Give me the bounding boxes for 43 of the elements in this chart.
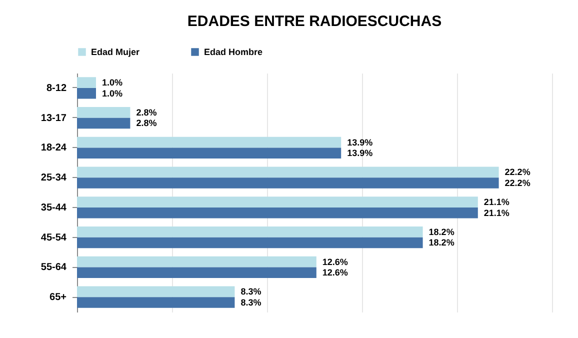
legend-label: Edad Hombre	[204, 47, 263, 57]
data-label: 12.6%	[322, 256, 348, 267]
data-label: 22.2%	[504, 167, 530, 178]
data-label: 2.8%	[136, 118, 157, 128]
bar	[77, 107, 130, 118]
data-label: 13.9%	[347, 137, 373, 148]
bar	[77, 178, 499, 188]
bar	[77, 286, 235, 298]
bar	[77, 166, 499, 178]
data-label: 12.6%	[322, 268, 348, 278]
y-tick-label: 55-64	[40, 262, 67, 274]
bar	[77, 226, 423, 238]
data-label: 13.9%	[347, 148, 373, 158]
bar	[77, 256, 316, 268]
y-tick-label: 18-24	[40, 142, 67, 154]
bar	[77, 136, 342, 148]
data-label: 8.3%	[240, 297, 262, 308]
bar	[77, 237, 423, 248]
chart-title: EDADES ENTRE RADIOESCUCHAS	[187, 13, 442, 30]
bar	[77, 148, 342, 158]
bar	[77, 297, 235, 308]
data-label: 18.2%	[428, 226, 454, 237]
data-label: 21.1%	[484, 197, 510, 208]
data-label: 8.3%	[240, 286, 262, 297]
data-label: 22.2%	[504, 178, 530, 188]
y-tick-label: 13-17	[40, 112, 67, 124]
bar	[77, 207, 478, 218]
y-tick-label: 8-12	[46, 82, 67, 94]
bar	[77, 118, 130, 129]
data-label: 1.0%	[102, 88, 123, 98]
data-label: 18.2%	[428, 238, 454, 248]
data-label: 2.8%	[136, 107, 157, 118]
data-label: 1.0%	[102, 78, 123, 88]
bar	[77, 267, 316, 278]
data-label: 21.1%	[484, 208, 510, 218]
bar	[77, 77, 96, 88]
bar	[77, 196, 478, 208]
y-tick-label: 45-54	[40, 232, 67, 244]
y-tick-label: 35-44	[40, 202, 67, 214]
y-tick-label: 25-34	[40, 172, 67, 184]
bar	[77, 88, 96, 99]
y-tick-label: 65+	[50, 292, 67, 304]
legend-label: Edad Mujer	[91, 47, 140, 57]
